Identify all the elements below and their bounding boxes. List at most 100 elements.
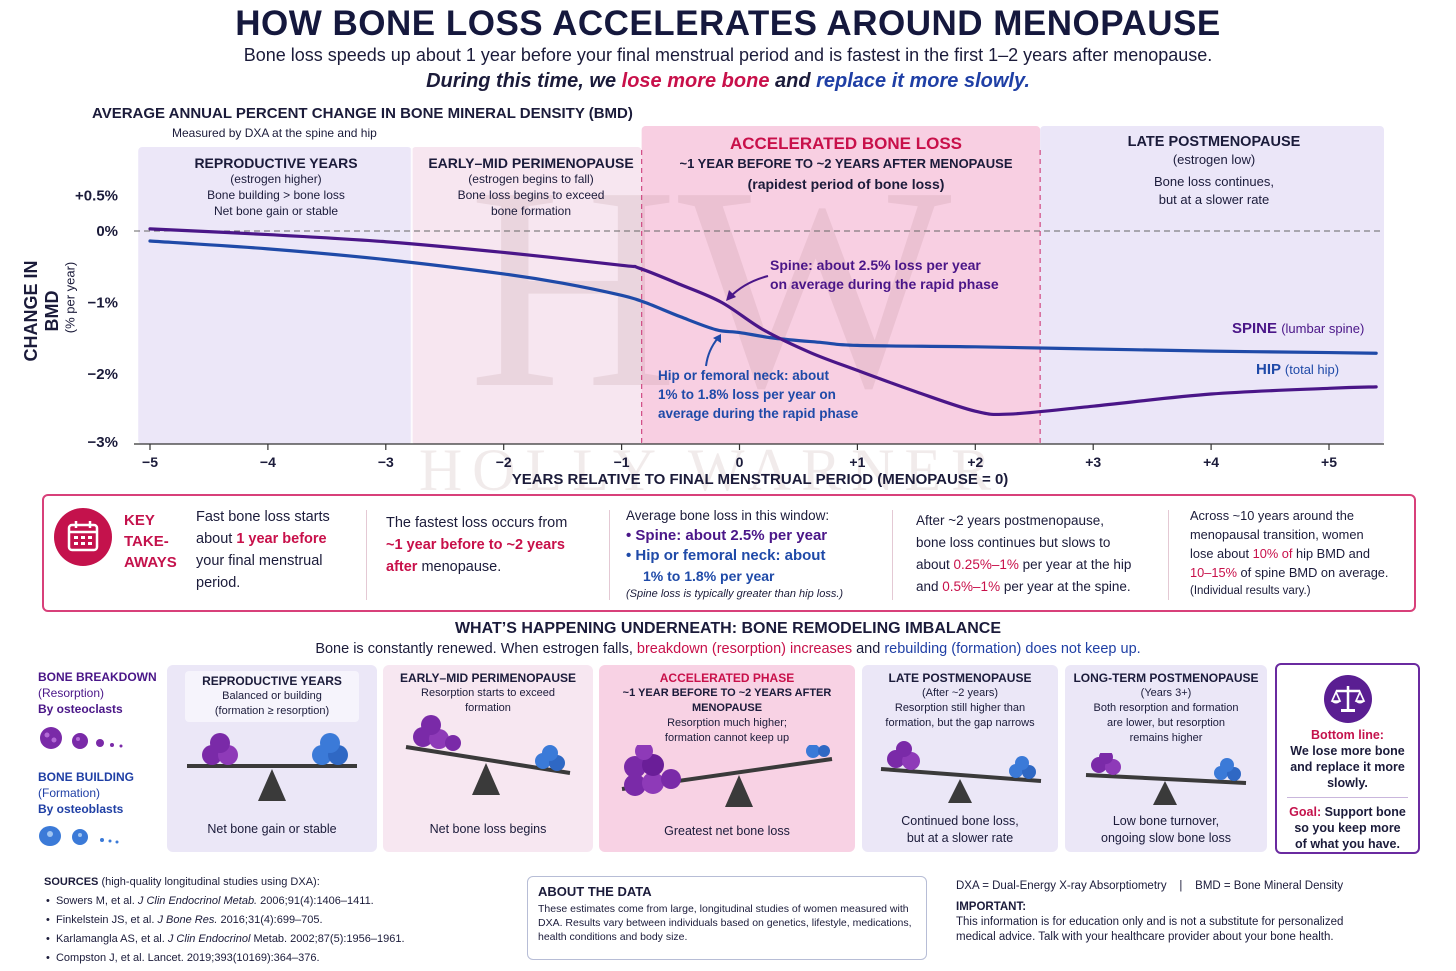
takeaway-text: lose about <box>1190 546 1253 561</box>
panel-line: formation, but the gap narrows <box>885 717 1035 729</box>
takeaway-text: of spine BMD on average. <box>1236 565 1389 580</box>
phase-title: REPRODUCTIVE YEARS <box>194 155 358 171</box>
phase-title: EARLY–MID PERIMENOPAUSE <box>428 155 634 171</box>
x-tick-label: +1 <box>849 454 865 470</box>
about-text: These estimates come from large, longitu… <box>538 903 912 943</box>
goal-text: so you keep more <box>1294 821 1401 835</box>
phase-line: but at a slower rate <box>1158 192 1270 207</box>
x-tick-label: +4 <box>1203 454 1219 470</box>
y-tick-label: −2% <box>88 366 118 383</box>
abbreviations: DXA = Dual-Energy X-ray Absorptiometry |… <box>956 880 1344 892</box>
takeaway-text: menopause. <box>417 559 502 575</box>
bottom-line-label: Bottom line: <box>1311 728 1384 742</box>
remodel-panel-accelerated: ACCELERATED PHASE ~1 YEAR BEFORE TO ~2 Y… <box>599 665 855 852</box>
legend-line: (Formation) <box>38 786 101 800</box>
bottom-line-text: slowly. <box>1327 776 1368 790</box>
phase-label-perimenopause: EARLY–MID PERIMENOPAUSE (estrogen begins… <box>418 155 644 219</box>
bottom-line-box: Bottom line: We lose more bone and repla… <box>1275 663 1420 854</box>
takeaway-text: The fastest loss occurs from <box>386 515 568 531</box>
takeaway-highlight: 1% to 1.8% per year <box>643 568 775 584</box>
phase-separator <box>410 147 413 444</box>
scales-icon <box>1323 675 1372 723</box>
phase-line: bone formation <box>490 204 572 218</box>
tagline-part: and <box>769 70 817 92</box>
panel-footer: Continued bone loss, but at a slower rat… <box>862 813 1058 847</box>
remodel-breakdown-phrase: breakdown (resorption) increases <box>636 641 853 657</box>
goal-label: Goal: <box>1289 805 1322 819</box>
takeaway-text: about <box>196 531 237 547</box>
panel-line: formation cannot keep up <box>664 732 790 744</box>
sources-heading: SOURCES <box>44 876 99 888</box>
panel-footer: Net bone gain or stable <box>207 822 337 836</box>
watermark-monogram: HW <box>468 127 954 448</box>
phase-line: (estrogen higher) <box>230 172 322 186</box>
takeaways-label-line: AWAYS <box>124 554 177 571</box>
takeaway-text: about <box>916 557 954 572</box>
remodel-panel-long-term: LONG-TERM POSTMENOPAUSE (Years 3+) Both … <box>1065 665 1267 852</box>
takeaway-2: The fastest loss occurs from ~1 year bef… <box>386 512 604 578</box>
x-tick-label: +5 <box>1321 454 1337 470</box>
takeaways-label: KEY TAKE- AWAYS <box>124 510 177 573</box>
takeaways-label-line: KEY <box>124 512 155 529</box>
takeaway-text: Average bone loss in this window: <box>626 508 830 523</box>
remodel-panel-perimenopause: EARLY–MID PERIMENOPAUSE Resorption start… <box>383 665 593 852</box>
x-tick-label: 0 <box>736 454 744 470</box>
key-takeaways-box: KEY TAKE- AWAYS Fast bone loss starts ab… <box>42 494 1416 612</box>
phase-line: (estrogen begins to fall) <box>468 172 594 186</box>
takeaway-text: your final menstrual <box>196 553 323 569</box>
hip-annotation: Hip or femoral neck: about 1% to 1.8% lo… <box>658 366 858 423</box>
seesaw-low-turnover <box>1085 753 1247 805</box>
spine-series-label: SPINE (lumbar spine) <box>1232 320 1364 337</box>
x-tick-label: +3 <box>1085 454 1101 470</box>
bottom-line-divider <box>1287 797 1408 798</box>
remodeling-heading: WHAT’S HAPPENING UNDERNEATH: BONE REMODE… <box>454 620 1002 637</box>
sources: SOURCES (high-quality longitudinal studi… <box>44 876 405 964</box>
hip-line <box>148 239 1378 355</box>
takeaway-5: Across ~10 years around the menopausal t… <box>1190 506 1414 601</box>
bmd-line-chart: HW HOLLY WARNER −5 −4 −3 −2 −1 0 +1 +2 +3 +4 +5 +0.… <box>75 126 1384 495</box>
important-text: This information is for education only a… <box>956 916 1344 943</box>
y-tick-label: +0.5% <box>75 187 118 204</box>
y-tick-label: −3% <box>88 434 118 451</box>
panel-line: Both resorption and formation <box>1093 702 1239 714</box>
takeaway-text: per year at the spine. <box>1000 579 1131 594</box>
spine-arrowhead <box>726 290 736 301</box>
watermark: HW HOLLY WARNER <box>419 127 991 495</box>
phase-band <box>641 126 1041 444</box>
bottom-line-text: and replace it more <box>1290 760 1405 774</box>
panel-footer: Net bone loss begins <box>429 822 547 836</box>
panel-footer: Low bone turnover, ongoing slow bone los… <box>1065 813 1267 847</box>
spine-line <box>148 227 1378 417</box>
legend-building: BONE BUILDING (Formation) By osteoblasts <box>38 769 134 817</box>
hip-series-label: HIP (total hip) <box>1256 361 1339 378</box>
panel-line: Resorption still higher than <box>894 702 1026 714</box>
phase-title: LATE POSTMENOPAUSE <box>1127 134 1301 150</box>
tagline-lose-more: lose more bone <box>621 70 770 92</box>
phase-line: Net bone gain or stable <box>213 204 339 218</box>
phase-label-reproductive: REPRODUCTIVE YEARS (estrogen higher) Bon… <box>140 155 412 219</box>
legend-line: By osteoblasts <box>38 802 124 816</box>
phase-backgrounds <box>138 126 1384 444</box>
source-item: 2016;31(4):699–705. <box>217 914 323 926</box>
x-tick-label: −5 <box>142 454 158 470</box>
important-heading: IMPORTANT: <box>956 901 1027 913</box>
source-item: Karlamangla AS, et al. <box>55 933 168 945</box>
takeaway-text: Fast bone loss starts <box>196 509 330 525</box>
takeaway-divider <box>366 510 367 600</box>
panel-footer-line: Low bone turnover, <box>1112 814 1220 828</box>
y-axis-title: CHANGE IN BMD <box>21 260 62 362</box>
takeaway-highlight: 10–15% <box>1190 565 1237 580</box>
source-item: Sowers M, et al. <box>55 895 138 907</box>
seesaw-slight <box>880 741 1042 803</box>
phase-line: ~1 YEAR BEFORE TO ~2 YEARS AFTER MENOPAU… <box>679 156 1013 171</box>
takeaway-text: hip BMD and <box>1292 546 1370 561</box>
phase-label-accelerated: ACCELERATED BONE LOSS ~1 YEAR BEFORE TO … <box>648 134 1044 194</box>
annotation-line: Spine: about 2.5% loss per year <box>770 257 981 273</box>
source-journal: J Clin Endocrinol <box>167 933 251 945</box>
takeaway-highlight: 0.25%–1% <box>953 557 1019 572</box>
panel-title: LATE POSTMENOPAUSE <box>888 671 1032 685</box>
chart-subheading: Measured by DXA at the spine and hip <box>172 126 377 140</box>
panel-footer: Greatest net bone loss <box>664 824 790 838</box>
phase-line: (estrogen low) <box>1172 152 1256 167</box>
annotation-line: on average during the rapid phase <box>770 276 999 292</box>
